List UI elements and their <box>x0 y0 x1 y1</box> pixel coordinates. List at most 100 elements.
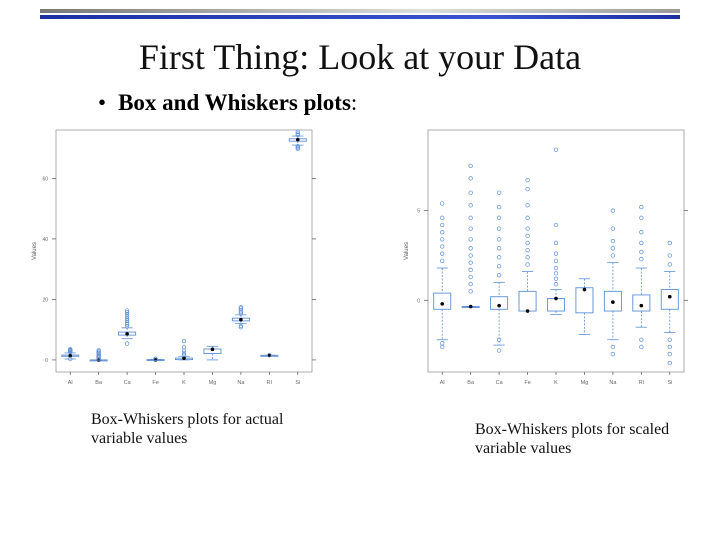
outlier-point <box>295 144 300 149</box>
x-tick-label: RI <box>267 380 273 386</box>
outlier-point <box>468 215 473 220</box>
median-point <box>554 296 558 301</box>
outlier-point <box>610 246 616 251</box>
y-tick-label: 5 <box>417 209 420 215</box>
outlier-point <box>468 203 473 208</box>
box-body <box>433 292 452 310</box>
box-ri <box>260 353 279 358</box>
outlier-point <box>639 344 644 350</box>
outlier-point <box>525 240 530 246</box>
outlier-point <box>496 190 502 195</box>
outlier-point <box>440 215 445 220</box>
x-tick-label: Ca <box>496 380 504 386</box>
caption-left: Box-Whiskers plots for actual variable v… <box>91 411 284 447</box>
outlier-point <box>667 262 672 267</box>
outlier-point <box>440 251 445 256</box>
outlier-point <box>68 347 73 352</box>
outlier-point <box>496 226 502 231</box>
outlier-point <box>496 204 502 210</box>
median-point <box>468 304 473 309</box>
bullet-dot: • <box>98 90 107 115</box>
box-body <box>632 294 651 312</box>
box-ca <box>118 308 137 346</box>
median-point <box>68 353 73 358</box>
outlier-point <box>238 306 244 311</box>
outlier-point <box>181 352 187 358</box>
outlier-point <box>440 244 445 249</box>
outlier-point <box>124 308 130 313</box>
box-al <box>61 347 80 362</box>
box-body <box>490 296 509 310</box>
x-tick-label: RI <box>639 380 645 386</box>
outlier-point <box>496 348 502 353</box>
x-tick-label: Na <box>237 380 245 386</box>
outlier-point <box>496 246 502 251</box>
outlier-point <box>553 251 559 256</box>
outlier-point <box>667 253 672 258</box>
outlier-point <box>610 226 616 231</box>
x-tick-label: Si <box>295 380 300 386</box>
x-tick-label: K <box>554 380 558 386</box>
box-mg <box>203 345 222 361</box>
median-point <box>125 332 129 336</box>
outlier-point <box>639 240 644 246</box>
outlier-point <box>525 226 530 231</box>
outlier-point <box>496 215 502 220</box>
box-ba <box>461 163 480 309</box>
outlier-point <box>610 351 616 357</box>
box-body <box>660 289 679 310</box>
outlier-point <box>440 222 445 228</box>
median-point <box>497 303 501 308</box>
outlier-point <box>553 240 559 246</box>
median-point <box>639 303 644 308</box>
bullet-colon: : <box>350 90 358 115</box>
outlier-point <box>295 129 300 134</box>
outlier-point <box>525 215 530 220</box>
box-body <box>547 298 565 312</box>
box-k <box>547 147 565 316</box>
box-fe <box>518 178 537 313</box>
outlier-point <box>553 265 559 271</box>
outlier-point <box>124 310 130 315</box>
outlier-point <box>124 341 130 346</box>
median-point <box>210 347 215 352</box>
outlier-point <box>181 348 187 353</box>
y-tick-label: 0 <box>417 298 420 304</box>
header-gray-stripe <box>40 9 680 13</box>
box-si <box>660 240 679 366</box>
slide-title: First Thing: Look at your Data <box>138 37 582 77</box>
boxplot-actual-values: 0 20 40 60 Values Al Ba Ca Fe K Mg Na RI Si <box>32 129 316 386</box>
outlier-point <box>181 338 187 344</box>
outlier-point <box>468 282 473 287</box>
box-ba <box>89 348 108 362</box>
header-blue-stripe <box>40 15 680 19</box>
outlier-point <box>440 201 445 206</box>
outlier-point <box>238 323 244 329</box>
x-tick-label: Fe <box>152 380 158 386</box>
outlier-point <box>525 203 530 208</box>
y-tick-label: 40 <box>42 237 48 243</box>
x-tick-label: Mg <box>209 380 217 386</box>
x-tick-label: Ca <box>124 380 132 386</box>
median-point <box>611 300 615 304</box>
outlier-point <box>525 187 530 192</box>
outlier-point <box>525 233 530 238</box>
outlier-point <box>124 316 130 321</box>
slide-header-bar <box>40 9 680 19</box>
y-axis-label: Values <box>32 242 38 260</box>
outlier-point <box>153 356 158 361</box>
box-ca <box>490 190 509 353</box>
y-tick-label: 0 <box>45 358 48 364</box>
outlier-point <box>553 258 559 264</box>
median-point <box>525 309 530 313</box>
outlier-point <box>440 237 445 242</box>
median-point <box>182 356 186 360</box>
outlier-point <box>610 208 616 213</box>
y-tick-label: 20 <box>42 297 48 303</box>
outlier-point <box>295 145 300 150</box>
outlier-point <box>496 264 502 269</box>
box-k <box>175 338 193 361</box>
x-tick-label: K <box>182 380 186 386</box>
median-point <box>440 302 445 306</box>
outlier-point <box>639 256 644 262</box>
